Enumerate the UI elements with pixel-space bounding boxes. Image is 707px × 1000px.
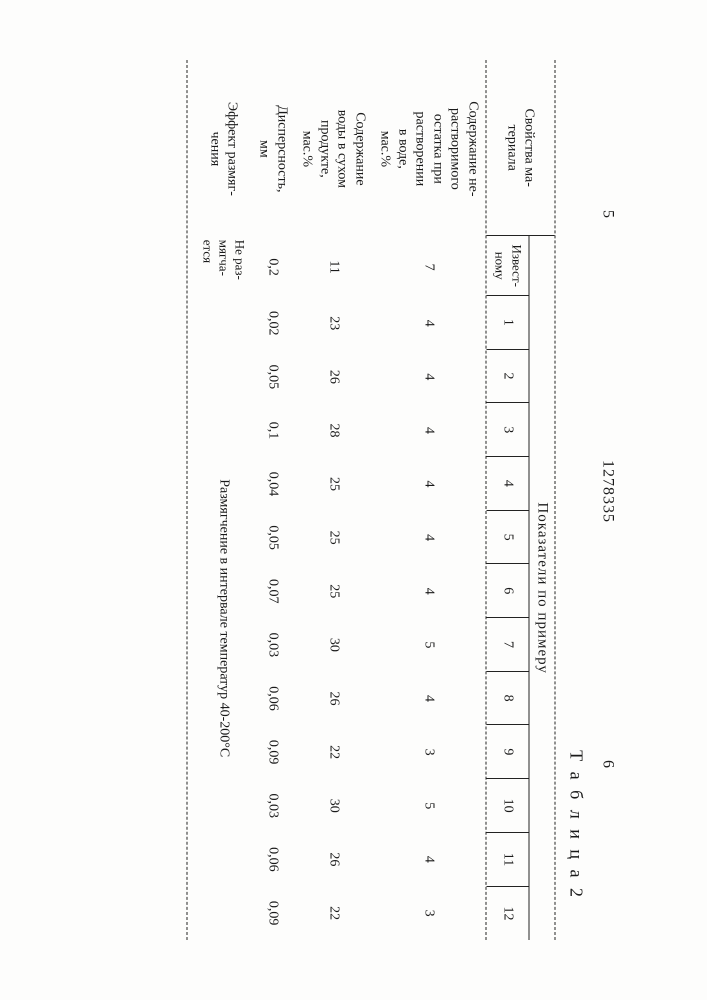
cell: 0,05 [252,511,295,565]
table-body: Содержание не- растворимого остатка при … [196,60,486,940]
cell: 26 [295,350,373,404]
cell: 23 [295,296,373,350]
cell: 3 [373,886,486,940]
table-header: Свойства ма- териала Показатели по приме… [487,60,555,940]
col-2: 2 [487,349,529,403]
page-num-right: 6 [599,760,617,769]
cell: 5 [373,779,486,833]
cell: 4 [373,511,486,565]
cell: 25 [295,457,373,511]
col-3: 3 [487,403,529,457]
row-label: Дисперсность, мм [252,60,295,238]
cell: Не раз- мягча- ется [196,238,252,297]
cell: 4 [373,672,486,726]
table-row: Содержание не- растворимого остатка при … [373,60,486,940]
cell: 0,02 [252,296,295,350]
col-6: 6 [487,564,529,618]
table-caption: Т а б л и ц а 2 [566,60,587,940]
cell: 0,07 [252,564,295,618]
row-label: Эффект размяг- чения [196,60,252,238]
cell: 26 [295,833,373,887]
col-7: 7 [487,618,529,672]
col-4: 4 [487,457,529,511]
table-row: Дисперсность, мм 0,2 0,02 0,05 0,1 0,04 … [252,60,295,940]
cell: 22 [295,725,373,779]
cell: 30 [295,779,373,833]
cell: 4 [373,564,486,618]
cell: 4 [373,833,486,887]
header-left: Свойства ма- териала [487,60,555,236]
cell: 4 [373,350,486,404]
cell: 3 [373,725,486,779]
cell: 0,03 [252,618,295,672]
col-1: 1 [487,295,529,349]
row-label: Содержание воды в сухом продукте, мас.% [295,60,373,238]
header-span: Показатели по примеру [530,236,555,940]
effect-span: Размягчение в интервале температур 40-20… [196,296,252,940]
cell: 5 [373,618,486,672]
col-9: 9 [487,725,529,779]
cell: 0,06 [252,672,295,726]
cell: 0,2 [252,238,295,297]
page-num-left: 5 [599,210,617,219]
col-5: 5 [487,510,529,564]
row-label: Содержание не- растворимого остатка при … [373,60,486,238]
cell: 22 [295,886,373,940]
col-8: 8 [487,671,529,725]
cell: 0,06 [252,833,295,887]
cell: 25 [295,511,373,565]
cell: 26 [295,672,373,726]
table-row: Содержание воды в сухом продукте, мас.% … [295,60,373,940]
cell: 0,03 [252,779,295,833]
col-11: 11 [487,833,529,887]
cell: 0,09 [252,886,295,940]
cell: 7 [373,238,486,297]
cell: 0,05 [252,350,295,404]
cell: 4 [373,457,486,511]
col-10: 10 [487,779,529,833]
cell: 0,04 [252,457,295,511]
cell: 25 [295,564,373,618]
cell: 4 [373,404,486,458]
cell: 30 [295,618,373,672]
table-row: Эффект размяг- чения Не раз- мягча- ется… [196,60,252,940]
cell: 28 [295,404,373,458]
col-12: 12 [487,886,529,940]
cell: 0,09 [252,725,295,779]
page-numbers: 5 1278335 6 [587,60,617,940]
page-num-center: 1278335 [599,460,617,523]
header-izv: Извест- ному [487,236,529,296]
cell: 0,1 [252,404,295,458]
cell: 11 [295,238,373,297]
cell: 4 [373,296,486,350]
